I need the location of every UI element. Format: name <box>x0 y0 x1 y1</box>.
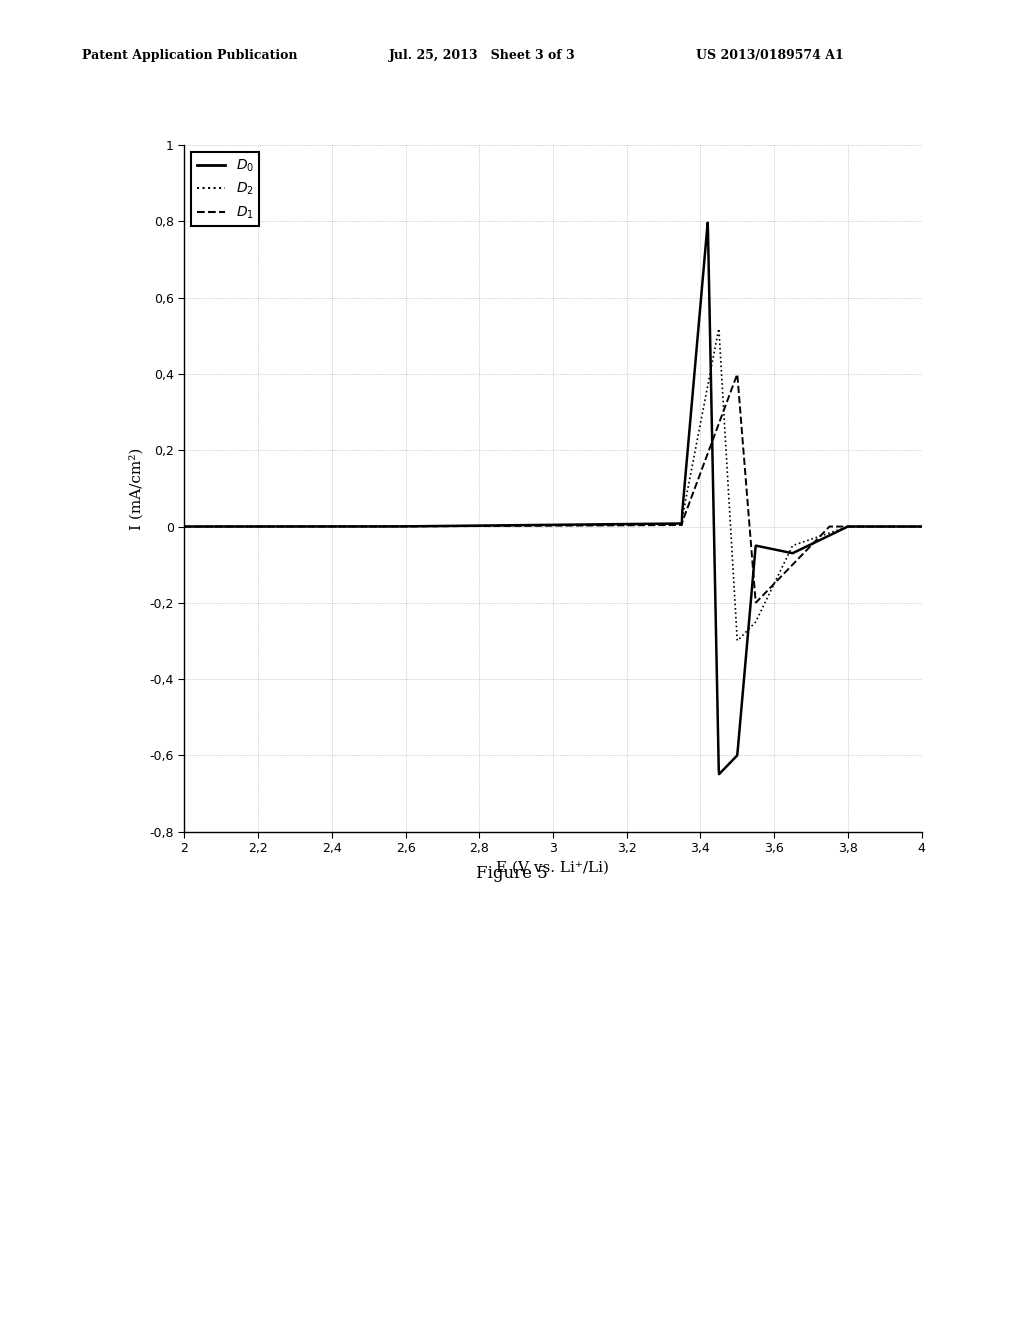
Text: Jul. 25, 2013   Sheet 3 of 3: Jul. 25, 2013 Sheet 3 of 3 <box>389 49 575 62</box>
Legend: $D_0$, $D_2$, $D_1$: $D_0$, $D_2$, $D_1$ <box>191 152 259 226</box>
X-axis label: E (V vs. Li⁺/Li): E (V vs. Li⁺/Li) <box>497 861 609 875</box>
Text: US 2013/0189574 A1: US 2013/0189574 A1 <box>696 49 844 62</box>
Text: Figure 5: Figure 5 <box>476 865 548 882</box>
Text: Patent Application Publication: Patent Application Publication <box>82 49 297 62</box>
Y-axis label: I (mA/cm²): I (mA/cm²) <box>129 447 143 529</box>
